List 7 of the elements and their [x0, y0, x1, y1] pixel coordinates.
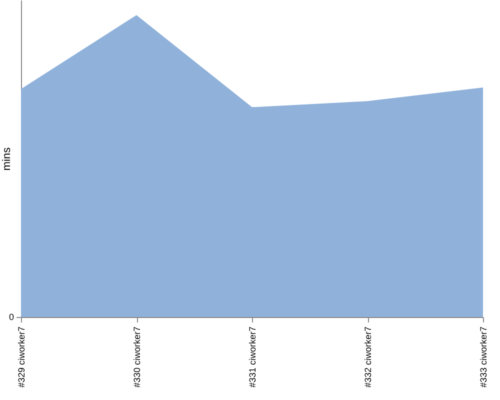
x-tick-label: #333 ciworker7	[478, 326, 488, 388]
x-tick-label: #329 ciworker7	[16, 326, 26, 388]
x-tick-label: #330 ciworker7	[132, 326, 142, 388]
x-tick-label: #331 ciworker7	[248, 326, 258, 388]
text: 0	[8, 312, 14, 322]
y-axis-title: mins	[1, 146, 13, 171]
x-tick-label: #332 ciworker7	[363, 326, 373, 388]
